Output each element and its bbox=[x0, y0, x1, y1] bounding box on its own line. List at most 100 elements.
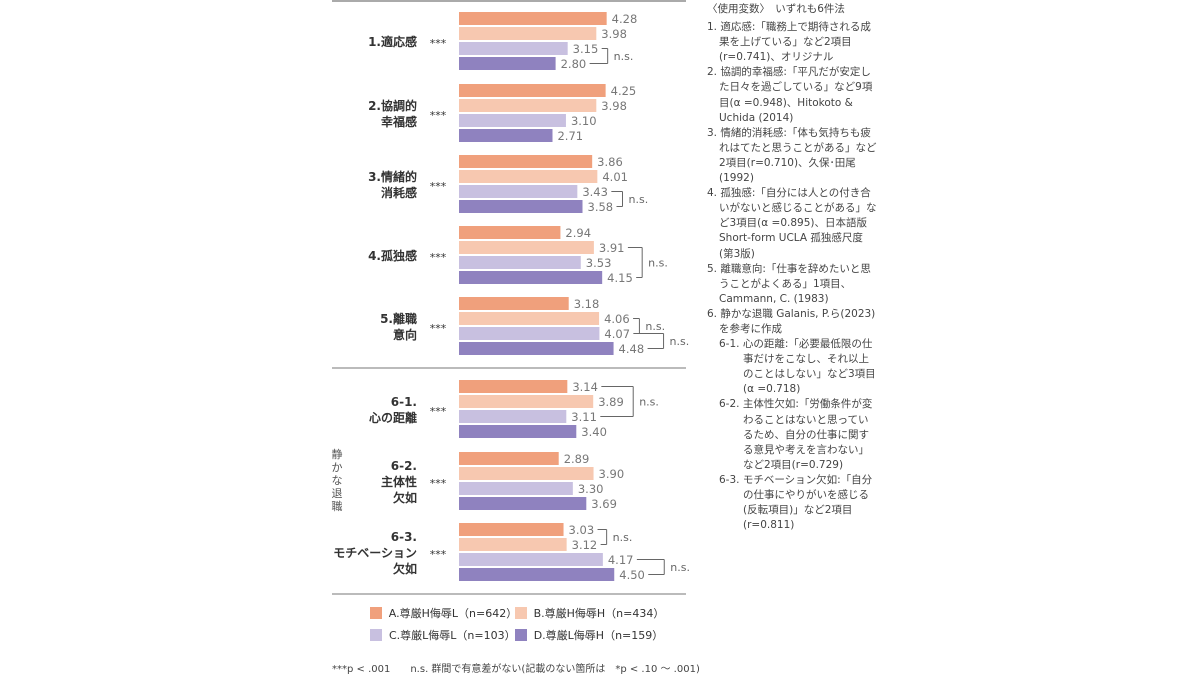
bar bbox=[459, 155, 593, 168]
legend-item-a: A.尊厳H侮辱L（n=642） bbox=[370, 605, 518, 621]
group-label-char: 静 bbox=[332, 447, 343, 461]
category-label: 欠如 bbox=[393, 490, 417, 505]
category-label: 4.孤独感 bbox=[368, 248, 417, 263]
category-label: 6-3. bbox=[391, 530, 417, 544]
bar bbox=[459, 170, 598, 183]
bar bbox=[459, 185, 578, 198]
data-label: 3.14 bbox=[572, 380, 598, 394]
legend-label: D.尊厳L侮辱H（n=159） bbox=[533, 629, 664, 642]
note-item: 5. 離職意向:「仕事を辞めたいと思うことがよくある」1項目、Cammann, … bbox=[707, 262, 871, 305]
note-subitem: 6-1. 心の距離:「必要最低限の仕事だけをこなし、それ以上のことはしない」など… bbox=[719, 338, 876, 396]
bar bbox=[459, 380, 568, 393]
ns-label: n.s. bbox=[629, 193, 649, 206]
legend-label: A.尊厳H侮辱L（n=642） bbox=[388, 607, 518, 620]
data-label: 3.10 bbox=[571, 114, 597, 128]
category-label: 3.情緒的 bbox=[368, 169, 417, 184]
bar bbox=[459, 410, 567, 423]
bar bbox=[459, 297, 569, 310]
bar bbox=[459, 497, 587, 510]
data-label: 2.94 bbox=[565, 226, 591, 240]
legend-item-c: C.尊厳L侮辱L（n=103） bbox=[370, 627, 516, 643]
data-label: 3.15 bbox=[573, 42, 599, 56]
legend: A.尊厳H侮辱L（n=642） B.尊厳H侮辱H（n=434） C.尊厳L侮辱L… bbox=[370, 602, 665, 646]
data-label: 3.91 bbox=[599, 241, 625, 255]
category-label: モチベーション bbox=[333, 546, 417, 560]
data-label: 4.17 bbox=[608, 553, 634, 567]
ns-label: n.s. bbox=[670, 335, 690, 348]
significance-marker: *** bbox=[430, 180, 447, 193]
category-label: 主体性 bbox=[381, 474, 417, 489]
data-label: 4.50 bbox=[619, 568, 645, 582]
significance-marker: *** bbox=[430, 109, 447, 122]
data-label: 4.25 bbox=[611, 84, 637, 98]
data-label: 3.40 bbox=[581, 425, 607, 439]
bar bbox=[459, 327, 600, 340]
data-label: 4.06 bbox=[604, 312, 630, 326]
bar bbox=[459, 57, 556, 70]
legend-swatch bbox=[515, 607, 527, 619]
category-label: 心の距離 bbox=[369, 410, 417, 425]
bar bbox=[459, 312, 600, 325]
data-label: 3.58 bbox=[588, 200, 614, 214]
legend-swatch bbox=[370, 629, 382, 641]
data-label: 3.43 bbox=[582, 185, 608, 199]
bar bbox=[459, 395, 594, 408]
note-item: 1. 適応感:「職務上で期待される成果を上げている」など2項目(r=0.741)… bbox=[707, 21, 871, 64]
significance-marker: *** bbox=[430, 405, 447, 418]
bar bbox=[459, 425, 577, 438]
legend-swatch bbox=[370, 607, 382, 619]
ns-label: n.s. bbox=[670, 561, 690, 574]
bar bbox=[459, 226, 561, 239]
category-label: 6-2. bbox=[391, 459, 417, 473]
bar bbox=[459, 114, 566, 127]
legend-swatch bbox=[515, 629, 527, 641]
bar bbox=[459, 129, 553, 142]
footnote: ***p < .001 n.s. 群間で有意差がない(記載のない箇所は *p <… bbox=[332, 664, 700, 675]
significance-marker: *** bbox=[430, 322, 447, 335]
data-label: 4.48 bbox=[619, 342, 645, 356]
data-label: 3.03 bbox=[569, 523, 595, 537]
bar bbox=[459, 482, 573, 495]
data-label: 3.18 bbox=[574, 297, 600, 311]
note-subitem: 6-3. モチベーション欠如:「自分の仕事にやりがいを感じる(反転項目)」など2… bbox=[719, 473, 873, 532]
ns-label: n.s. bbox=[645, 320, 665, 333]
bar bbox=[459, 553, 603, 566]
note-item: 3. 情緒的消耗感:「体も気持ちも疲れはてたと思うことがある」など2項目(r=0… bbox=[707, 126, 877, 185]
ns-label: n.s. bbox=[648, 257, 668, 270]
significance-marker: *** bbox=[430, 548, 447, 561]
note-item: 4. 孤独感:「自分には人との付き合いがないと感じることがある」など3項目(α … bbox=[707, 187, 877, 260]
category-label: 消耗感 bbox=[381, 185, 417, 200]
group-label-char: な bbox=[332, 474, 343, 487]
data-label: 3.53 bbox=[586, 256, 612, 270]
category-label: 欠如 bbox=[393, 561, 417, 576]
legend-label: B.尊厳H侮辱H（n=434） bbox=[533, 607, 665, 620]
significance-marker: *** bbox=[430, 251, 447, 264]
category-label: 5.離職 bbox=[380, 311, 417, 326]
data-label: 3.12 bbox=[572, 538, 598, 552]
group-label-char: 職 bbox=[332, 500, 343, 513]
data-label: 3.90 bbox=[599, 467, 625, 481]
group-label-char: 退 bbox=[332, 487, 343, 500]
bar bbox=[459, 568, 615, 581]
category-label: 2.協調的 bbox=[368, 98, 417, 113]
data-label: 2.89 bbox=[564, 452, 590, 466]
ns-label: n.s. bbox=[639, 396, 659, 409]
legend-label: C.尊厳L侮辱L（n=103） bbox=[388, 629, 516, 642]
data-label: 3.98 bbox=[601, 99, 627, 113]
legend-item-b: B.尊厳H侮辱H（n=434） bbox=[515, 605, 665, 621]
note-subitem: 6-2. 主体性欠如:「労働条件が変わることはないと思っているため、自分の仕事に… bbox=[719, 398, 873, 471]
significance-marker: *** bbox=[430, 477, 447, 490]
data-label: 3.86 bbox=[597, 155, 623, 169]
data-label: 3.11 bbox=[571, 410, 597, 424]
data-label: 4.28 bbox=[612, 12, 638, 26]
category-label: 6-1. bbox=[391, 395, 417, 409]
bar bbox=[459, 12, 607, 25]
ns-label: n.s. bbox=[614, 50, 634, 63]
data-label: 3.98 bbox=[601, 27, 627, 41]
bar bbox=[459, 84, 606, 97]
bar bbox=[459, 241, 594, 254]
group-label-char: か bbox=[332, 461, 343, 474]
bar bbox=[459, 256, 581, 269]
category-label: 幸福感 bbox=[381, 114, 417, 129]
